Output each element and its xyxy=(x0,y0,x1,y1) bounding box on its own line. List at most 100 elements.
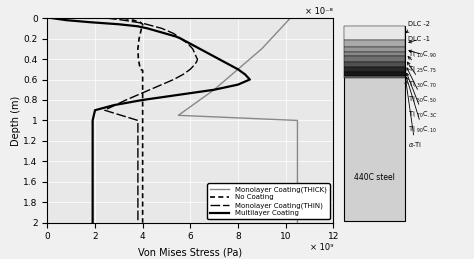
Monolayer Coating(THIN) xyxy=(185,42,191,45)
No Coating xyxy=(130,19,136,22)
Multilayer Coating xyxy=(111,104,117,107)
Multilayer Coating xyxy=(90,119,95,122)
Y-axis label: Depth (m): Depth (m) xyxy=(10,95,20,146)
Multilayer Coating xyxy=(152,29,157,32)
No Coating xyxy=(140,23,146,26)
Bar xyxy=(344,40,405,47)
Bar xyxy=(344,26,405,221)
Monolayer Coating(THICK) xyxy=(295,221,301,224)
Monolayer Coating(THICK) xyxy=(197,98,203,102)
Monolayer Coating(THIN) xyxy=(135,119,141,122)
Monolayer Coating(THICK) xyxy=(247,57,253,61)
Monolayer Coating(THIN) xyxy=(159,83,164,86)
No Coating xyxy=(138,27,144,30)
Multilayer Coating xyxy=(247,78,253,81)
Legend: Monolayer Coating(THICK), No Coating, Monolayer Coating(THIN), Multilayer Coatin: Monolayer Coating(THICK), No Coating, Mo… xyxy=(207,183,330,219)
Line: No Coating: No Coating xyxy=(124,18,143,223)
Monolayer Coating(THIN) xyxy=(187,68,193,71)
Multilayer Coating xyxy=(135,25,141,28)
Multilayer Coating xyxy=(187,42,193,45)
Text: Ti$_{.90}$C$_{.10}$: Ti$_{.90}$C$_{.10}$ xyxy=(406,77,437,135)
Monolayer Coating(THIN) xyxy=(190,47,195,50)
Monolayer Coating(THICK) xyxy=(278,27,283,30)
Text: Ti$_{.70}$C$_{.3C}$: Ti$_{.70}$C$_{.3C}$ xyxy=(406,73,438,120)
Monolayer Coating(THICK) xyxy=(295,139,301,142)
Multilayer Coating xyxy=(49,17,55,20)
Multilayer Coating xyxy=(173,35,179,38)
Monolayer Coating(THICK) xyxy=(295,160,301,163)
Bar xyxy=(344,67,405,72)
Monolayer Coating(THIN) xyxy=(135,160,141,163)
Monolayer Coating(THICK) xyxy=(235,68,241,71)
No Coating xyxy=(136,57,141,61)
Monolayer Coating(THIN) xyxy=(102,109,108,112)
Multilayer Coating xyxy=(90,160,95,163)
Monolayer Coating(THIN) xyxy=(195,57,201,61)
Monolayer Coating(THICK) xyxy=(211,88,217,91)
Monolayer Coating(THICK) xyxy=(175,114,181,117)
Bar xyxy=(344,72,405,76)
Monolayer Coating(THIN) xyxy=(121,19,127,22)
Text: DLC -1: DLC -1 xyxy=(408,36,430,43)
Multilayer Coating xyxy=(159,31,164,34)
Multilayer Coating xyxy=(226,63,231,66)
Monolayer Coating(THIN) xyxy=(194,60,200,63)
Multilayer Coating xyxy=(197,47,203,50)
Line: Multilayer Coating: Multilayer Coating xyxy=(52,18,250,223)
Monolayer Coating(THICK) xyxy=(268,37,274,40)
No Coating xyxy=(137,21,143,24)
Bar xyxy=(344,52,405,56)
Multilayer Coating xyxy=(178,37,183,40)
Text: × 10⁻⁸: × 10⁻⁸ xyxy=(305,7,333,16)
No Coating xyxy=(137,68,143,71)
Multilayer Coating xyxy=(90,139,95,142)
Monolayer Coating(THIN) xyxy=(178,37,183,40)
Monolayer Coating(THICK) xyxy=(259,47,264,50)
Multilayer Coating xyxy=(175,93,181,96)
Monolayer Coating(THIN) xyxy=(135,139,141,142)
Monolayer Coating(THIN) xyxy=(140,22,146,25)
Multilayer Coating xyxy=(90,221,95,224)
X-axis label: Von Mises Stress (Pa): Von Mises Stress (Pa) xyxy=(138,247,242,257)
Text: Ti$_{.25}$C$_{.75}$: Ti$_{.25}$C$_{.75}$ xyxy=(408,57,437,75)
Multilayer Coating xyxy=(216,57,222,61)
No Coating xyxy=(140,69,146,72)
Monolayer Coating(THIN) xyxy=(171,32,176,35)
Monolayer Coating(THICK) xyxy=(295,119,301,122)
Bar xyxy=(344,47,405,52)
No Coating xyxy=(136,37,142,40)
Bar xyxy=(344,56,405,62)
Monolayer Coating(THIN) xyxy=(135,221,141,224)
Multilayer Coating xyxy=(92,109,98,112)
Monolayer Coating(THIN) xyxy=(123,98,129,102)
Monolayer Coating(THICK) xyxy=(287,17,293,20)
Monolayer Coating(THICK) xyxy=(223,78,229,81)
No Coating xyxy=(140,221,146,224)
Multilayer Coating xyxy=(235,83,241,86)
Multilayer Coating xyxy=(166,33,172,36)
No Coating xyxy=(121,17,127,20)
Multilayer Coating xyxy=(116,23,122,26)
Text: 440C steel: 440C steel xyxy=(354,173,395,182)
Monolayer Coating(THICK) xyxy=(295,201,301,204)
No Coating xyxy=(140,25,146,28)
Multilayer Coating xyxy=(235,68,241,71)
Monolayer Coating(THIN) xyxy=(171,78,176,81)
Bar xyxy=(344,62,405,67)
Monolayer Coating(THIN) xyxy=(104,17,110,20)
Text: $\alpha$-Ti: $\alpha$-Ti xyxy=(405,81,422,149)
Text: Ti$_{.10}$C$_{.90}$: Ti$_{.10}$C$_{.90}$ xyxy=(408,49,437,60)
Monolayer Coating(THICK) xyxy=(295,180,301,183)
Multilayer Coating xyxy=(207,52,212,55)
Bar xyxy=(344,26,405,40)
Monolayer Coating(THIN) xyxy=(192,63,198,66)
No Coating xyxy=(135,47,141,50)
Text: Ti$_{.30}$C$_{.70}$: Ti$_{.30}$C$_{.70}$ xyxy=(407,62,437,90)
Multilayer Coating xyxy=(64,19,69,22)
Monolayer Coating(THIN) xyxy=(147,88,153,91)
Text: × 10⁹: × 10⁹ xyxy=(310,243,333,252)
Monolayer Coating(THIN) xyxy=(135,201,141,204)
Multilayer Coating xyxy=(90,180,95,183)
Multilayer Coating xyxy=(87,21,93,24)
Monolayer Coating(THIN) xyxy=(135,180,141,183)
